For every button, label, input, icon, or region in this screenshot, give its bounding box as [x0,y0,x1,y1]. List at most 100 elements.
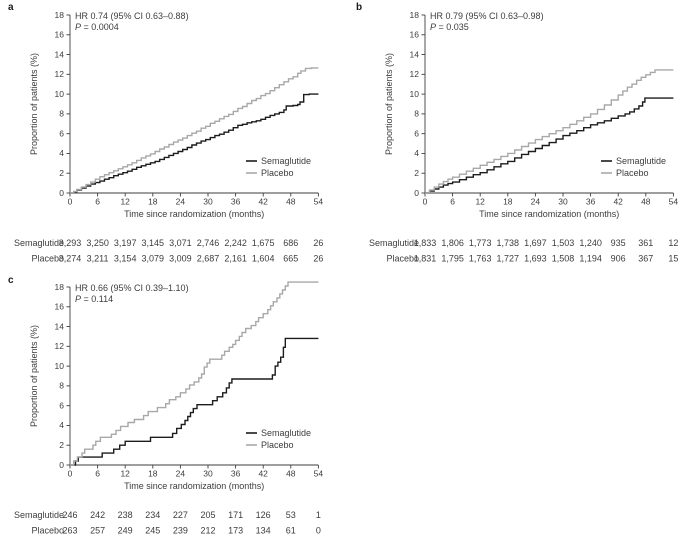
risk-value: 935 [611,238,626,248]
risk-value: 1,194 [579,254,602,264]
risk-value: 205 [200,510,215,520]
risk-value: 1,675 [252,238,275,248]
x-tick-label: 36 [231,197,241,207]
risk-value: 2,161 [224,254,247,264]
y-tick-label: 6 [59,400,64,410]
x-tick-label: 30 [203,197,213,207]
y-tick-label: 8 [414,109,419,119]
x-tick-label: 12 [120,197,130,207]
risk-value: 263 [62,526,77,536]
x-tick-label: 24 [531,197,541,207]
y-tick-label: 0 [59,188,64,198]
y-tick-label: 2 [59,440,64,450]
x-axis-title: Time since randomization (months) [124,209,264,219]
risk-value: 1,508 [552,254,575,264]
risk-value: 1,833 [414,238,437,248]
risk-value: 212 [200,526,215,536]
risk-value: 3,293 [59,238,82,248]
x-tick-label: 42 [613,197,623,207]
risk-value: 3,197 [114,238,137,248]
risk-value: 249 [118,526,133,536]
risk-value: 3,274 [59,254,82,264]
km-curve-placebo [425,69,674,194]
x-tick-label: 54 [314,469,324,479]
risk-value: 1,795 [441,254,464,264]
p-value-annotation: P = 0.035 [430,22,469,32]
risk-value: 15 [668,254,678,264]
risk-value: 126 [256,510,271,520]
x-tick-label: 48 [286,197,296,207]
risk-value: 1,806 [441,238,464,248]
risk-value: 2,687 [197,254,220,264]
risk-value: 1,697 [524,238,547,248]
y-tick-label: 2 [59,168,64,178]
y-axis-title: Proportion of patients (%) [29,53,39,155]
y-tick-label: 10 [55,89,65,99]
risk-value: 665 [283,254,298,264]
hr-annotation: HR 0.66 (95% CI 0.39–1.10) [75,283,189,293]
y-tick-label: 4 [414,148,419,158]
legend-label-semaglutide: Semaglutide [616,156,666,166]
risk-row-label: Placebo [31,254,64,264]
risk-value: 234 [145,510,160,520]
y-tick-label: 18 [55,10,65,20]
y-tick-label: 8 [59,109,64,119]
x-tick-label: 6 [450,197,455,207]
x-tick-label: 6 [95,197,100,207]
risk-value: 2,746 [197,238,220,248]
x-tick-label: 36 [586,197,596,207]
km-curve-semaglutide [425,97,674,194]
x-tick-label: 54 [314,197,324,207]
legend-label-semaglutide: Semaglutide [261,156,311,166]
risk-row-label: Semaglutide [369,238,419,248]
risk-value: 1,773 [469,238,492,248]
y-tick-label: 10 [410,89,420,99]
y-tick-label: 4 [59,148,64,158]
risk-value: 1,727 [497,254,520,264]
risk-value: 227 [173,510,188,520]
x-tick-label: 54 [669,197,679,207]
risk-value: 12 [668,238,678,248]
risk-value: 245 [145,526,160,536]
risk-value: 1,240 [579,238,602,248]
risk-value: 0 [316,526,321,536]
risk-value: 171 [228,510,243,520]
risk-value: 246 [62,510,77,520]
hr-annotation: HR 0.79 (95% CI 0.63–0.98) [430,11,544,21]
risk-value: 257 [90,526,105,536]
risk-value: 3,009 [169,254,192,264]
risk-value: 242 [90,510,105,520]
panel-letter-b: b [356,2,363,13]
x-tick-label: 18 [148,469,158,479]
y-tick-label: 6 [59,128,64,138]
p-value-annotation: P = 0.0004 [75,22,119,32]
risk-value: 361 [638,238,653,248]
y-tick-label: 18 [410,10,420,20]
y-tick-label: 4 [59,420,64,430]
risk-row-label: Semaglutide [14,510,64,520]
km-curve-semaglutide [70,337,319,466]
risk-value: 2,242 [224,238,247,248]
risk-row-label: Placebo [31,526,64,536]
y-tick-label: 12 [55,69,65,79]
x-tick-label: 42 [258,469,268,479]
x-tick-label: 24 [176,197,186,207]
hr-annotation: HR 0.74 (95% CI 0.63–0.88) [75,11,189,21]
y-tick-label: 0 [59,460,64,470]
risk-row-label: Semaglutide [14,238,64,248]
x-tick-label: 0 [423,197,428,207]
risk-value: 3,250 [86,238,109,248]
legend-label-semaglutide: Semaglutide [261,428,311,438]
y-tick-label: 14 [410,49,420,59]
panel-letter-c: c [8,275,14,286]
x-tick-label: 36 [231,469,241,479]
y-tick-label: 12 [55,341,65,351]
risk-value: 1,693 [524,254,547,264]
y-tick-label: 16 [410,30,420,40]
y-tick-label: 12 [410,69,420,79]
risk-value: 1,763 [469,254,492,264]
legend-label-placebo: Placebo [261,440,294,450]
y-tick-label: 2 [414,168,419,178]
risk-value: 173 [228,526,243,536]
